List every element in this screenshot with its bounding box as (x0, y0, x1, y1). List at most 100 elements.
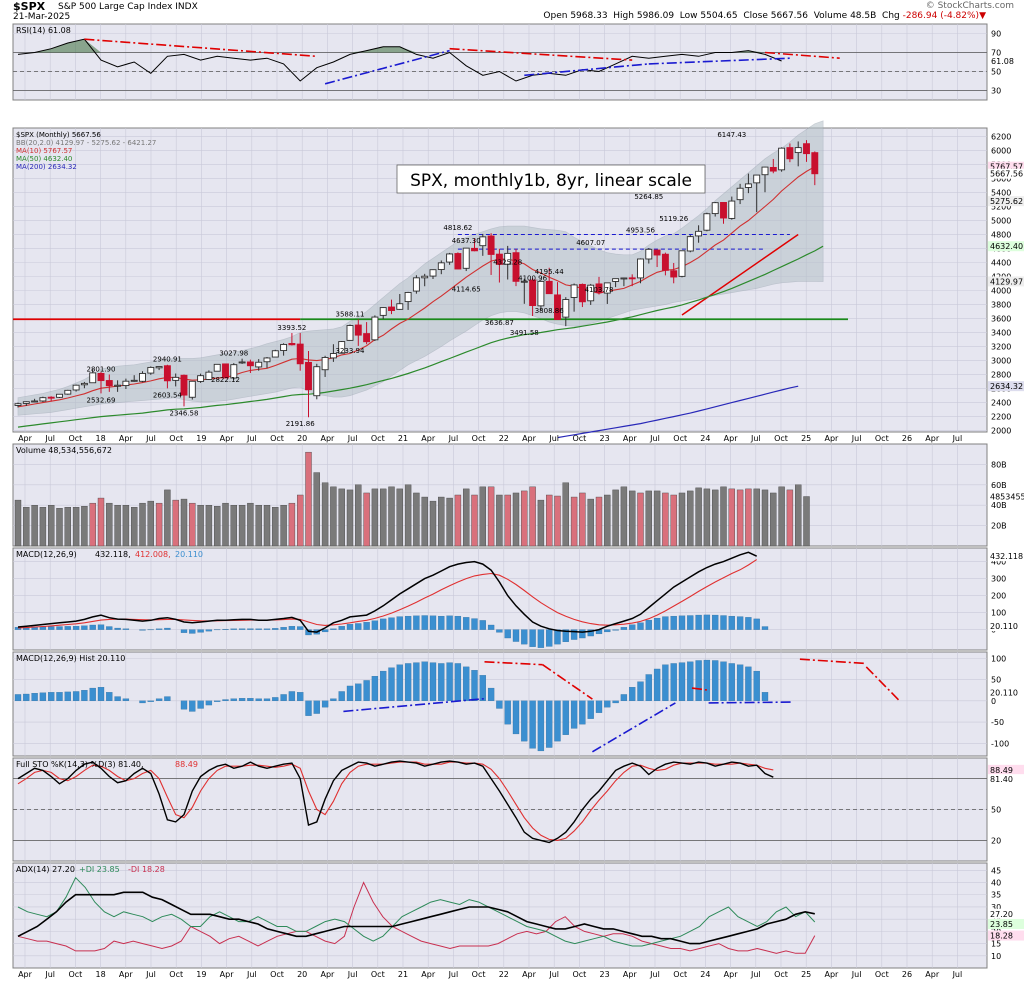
candle-body (263, 357, 271, 363)
histogram-bar (595, 700, 603, 713)
volume-bar (745, 488, 752, 547)
histogram-bar (14, 694, 22, 701)
volume-bar (487, 486, 495, 547)
volume-bar (554, 495, 561, 547)
histogram-bar (371, 676, 379, 701)
volume-bar (106, 502, 113, 547)
macd-hist-bar (521, 629, 528, 645)
macd-legend-signal: 412.008, (135, 550, 171, 559)
y-tick-label: 30 (991, 903, 1001, 912)
histogram-bar (761, 692, 769, 701)
macd-hist-bar (761, 626, 769, 630)
macd-hist-bar (438, 615, 445, 630)
volume-bar (579, 492, 586, 547)
price-legend-entry: BB(20,2.0) 4129.97 - 5275.62 - 6421.27 (16, 139, 156, 147)
stochastics-legend-d: 88.49 (175, 760, 198, 769)
price-point-label: 4195.44 (535, 268, 564, 276)
price-point-label: 3636.87 (485, 319, 514, 327)
candle-body (761, 166, 769, 176)
x-axis-label: Jul (548, 434, 559, 443)
histogram-bar (81, 690, 88, 701)
candle-body (471, 247, 478, 252)
macd-hist-bar (703, 614, 711, 630)
volume-value: 48.5B (850, 11, 877, 21)
x-axis-label-bottom: Apr (18, 970, 33, 979)
volume-bar (72, 507, 80, 547)
histogram-bar (496, 700, 503, 709)
price-legend-entry: MA(50) 4632.40 (16, 155, 72, 163)
candle-body (703, 213, 711, 231)
volume-bar (421, 496, 428, 547)
candle-body (313, 366, 321, 397)
volume-bar (230, 505, 238, 547)
instrument-name: S&P 500 Large Cap Index INDX (58, 2, 198, 12)
macd-hist-bar (670, 615, 677, 630)
candle-body (354, 324, 362, 336)
y-tick-label: 70 (991, 49, 1001, 58)
open-value: 5968.33 (570, 11, 608, 21)
x-axis-label-bottom: Oct (572, 970, 586, 979)
macd-hist-bar (255, 628, 262, 630)
price-point-label: 4100.96 (518, 274, 547, 282)
histogram-bar (338, 691, 345, 701)
close-label: Close (743, 11, 768, 21)
stochastics-legend: Full STO %K(14,3) %D(3) 81.40, (16, 760, 144, 769)
macd-hist-bar (645, 619, 652, 630)
y-tick-label: 20 (991, 836, 1001, 845)
candle-body (479, 236, 487, 247)
candle-body (736, 187, 744, 201)
candle-body (197, 375, 205, 382)
y-tick-label: 6000 (991, 146, 1011, 155)
macd-hist-bar (579, 629, 586, 639)
volume-bar (637, 492, 644, 547)
x-axis-label-bottom: 25 (801, 970, 811, 979)
volume-bar (155, 502, 163, 547)
stochastics-d-value: 88.49 (990, 766, 1013, 775)
volume-bar (114, 505, 121, 547)
candle-body (346, 325, 354, 341)
candle-body (753, 174, 761, 184)
price-point-label: 3027.98 (219, 350, 248, 358)
price-legend-entry: $SPX (Monthly) 5667.56 (16, 131, 101, 139)
histogram-bar (695, 660, 702, 701)
candle-body (686, 236, 694, 252)
rsi-trendline (449, 47, 633, 61)
x-axis-label-bottom: 20 (297, 970, 307, 979)
macd-hist-bar (413, 615, 420, 630)
y-tick-label: 3800 (991, 301, 1011, 310)
histogram-bar (205, 700, 213, 706)
macd-legend-name: MACD(12,26,9) (16, 550, 77, 559)
candle-body (603, 282, 611, 294)
macd-hist-bar (338, 626, 345, 630)
hist-trendline (542, 664, 593, 700)
volume-bar (504, 494, 511, 547)
price-right-label: 5767.57 (990, 163, 1023, 172)
histogram-bar (122, 698, 130, 701)
volume-bar (761, 489, 769, 547)
macd-hist-bar (446, 615, 453, 630)
macd-hist-bar (687, 615, 694, 630)
x-axis-label-bottom: Jul (649, 970, 660, 979)
candle-body (454, 253, 462, 270)
price-point-label: 2822.12 (211, 376, 240, 384)
x-axis-label-bottom: Apr (220, 970, 235, 979)
macd-hist-bar (297, 626, 304, 630)
adx-plus-di-line (17, 876, 816, 947)
histogram-bar (546, 700, 553, 748)
x-axis-label-bottom: Jul (851, 970, 862, 979)
candle-body (379, 307, 387, 316)
volume-bar (355, 484, 362, 547)
volume-bar (89, 502, 96, 547)
macd-hist-bar (487, 624, 495, 630)
macd-hist-bar (745, 617, 752, 630)
volume-bar (139, 502, 146, 547)
price-point-label: 3491.58 (510, 329, 539, 337)
volume-bar (728, 488, 735, 547)
volume-bar (330, 486, 337, 547)
x-axis-label-bottom: Oct (673, 970, 687, 979)
histogram-bar (662, 664, 669, 701)
candle-body (147, 366, 155, 374)
price-right-label: 5667.56 (990, 170, 1023, 179)
histogram-bar (139, 700, 146, 704)
macd-hist-bar (280, 627, 287, 630)
